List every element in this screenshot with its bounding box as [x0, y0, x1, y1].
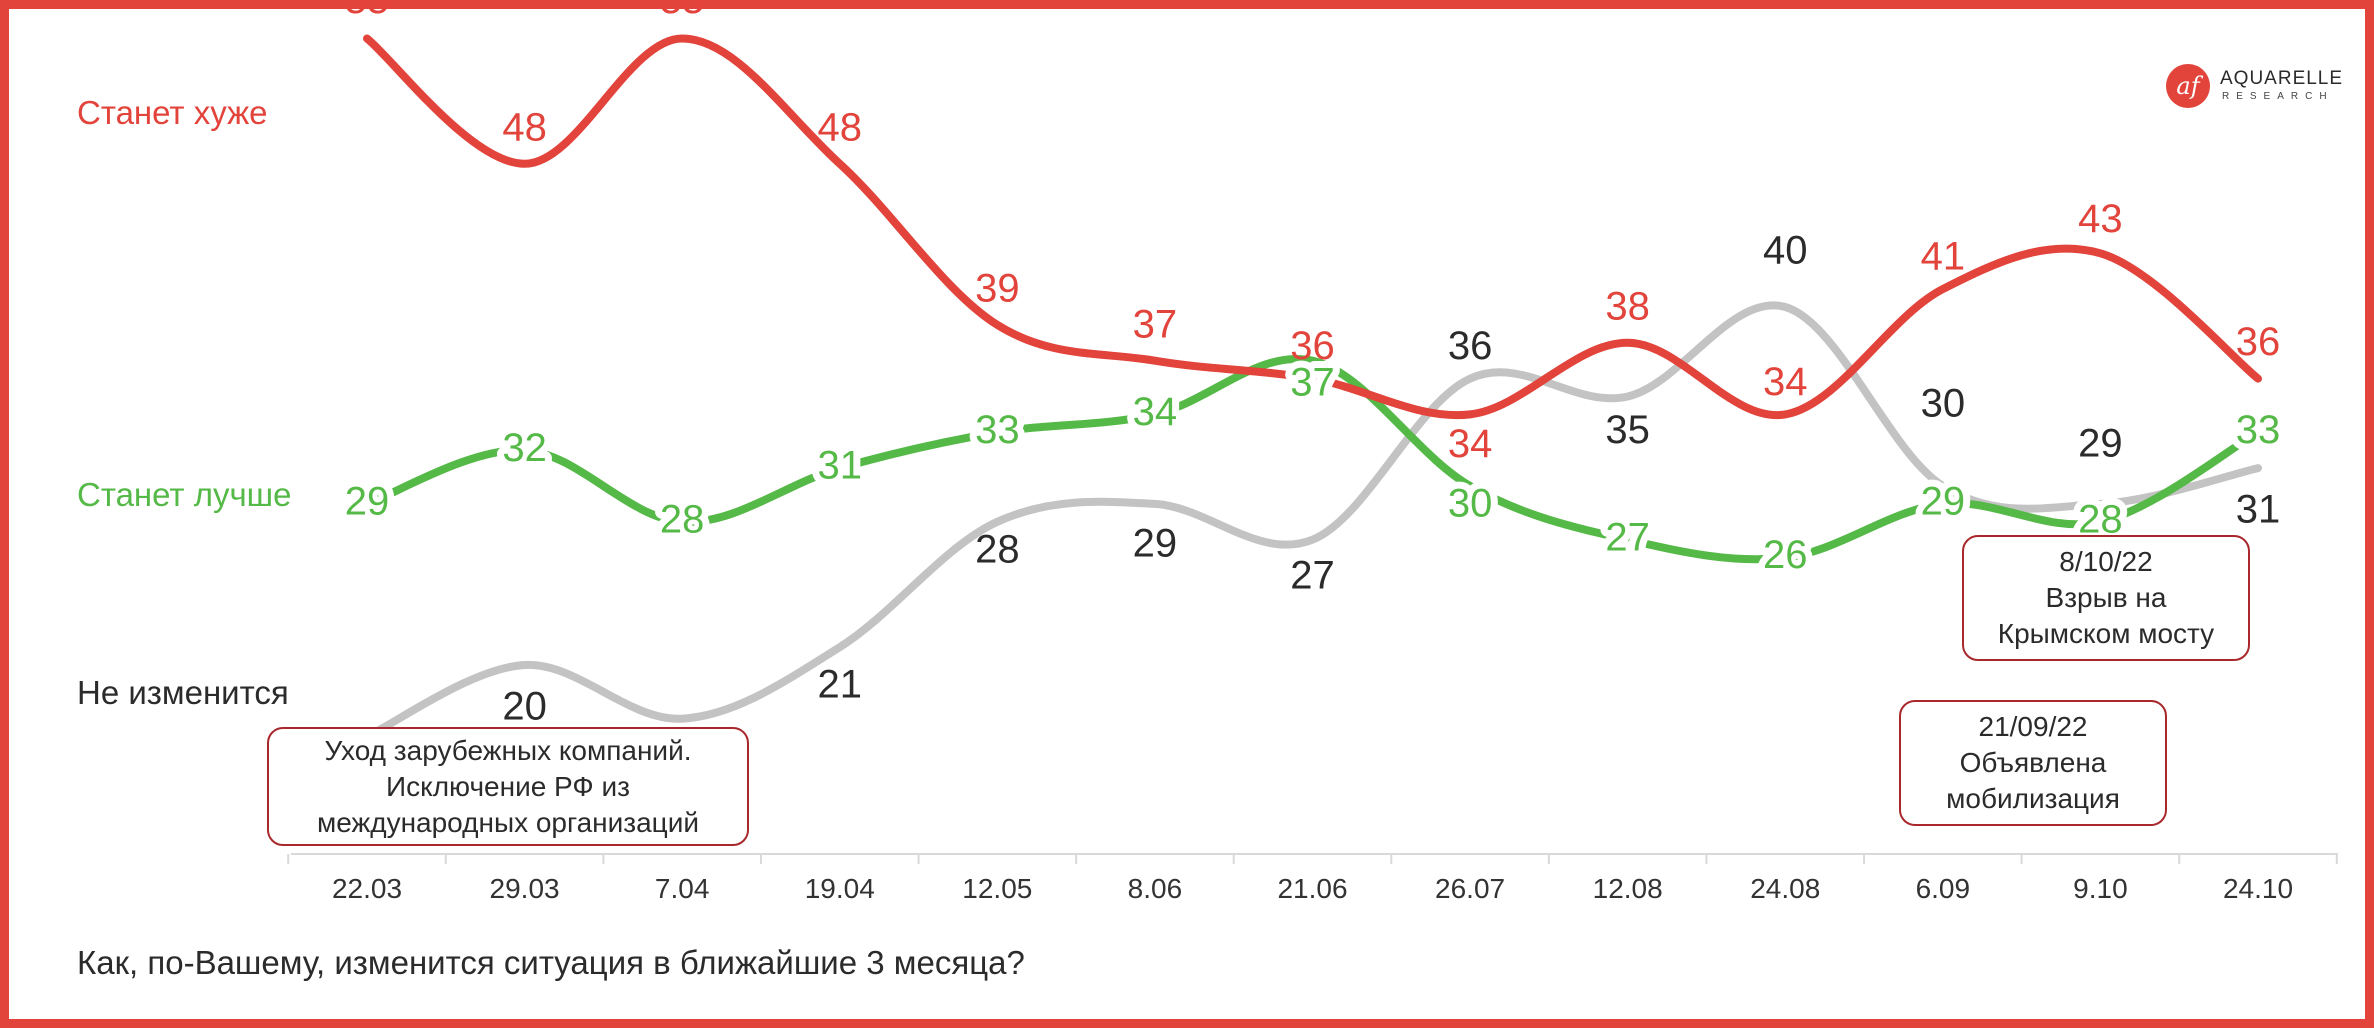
data-label: 55: [345, 0, 390, 22]
x-tick-label: 26.07: [1435, 873, 1505, 904]
data-label: 29: [2078, 421, 2123, 465]
data-label: 20: [502, 685, 547, 729]
data-label: 36: [1290, 324, 1335, 368]
x-tick-label: 6.09: [1916, 873, 1971, 904]
annotation-line: международных организаций: [317, 806, 699, 838]
data-label: 55: [660, 0, 705, 22]
data-label: 48: [502, 105, 547, 149]
x-tick-label: 12.05: [962, 873, 1032, 904]
data-label: 36: [2236, 320, 2281, 364]
data-label: 29: [1921, 479, 1966, 523]
annotation-line: Исключение РФ из: [386, 770, 630, 802]
data-label: 37: [1133, 302, 1178, 346]
data-label: 33: [2236, 408, 2281, 452]
x-tick-label: 12.08: [1593, 873, 1663, 904]
annotation-mobilization: 21/09/22 Объявлена мобилизация: [1899, 700, 2167, 826]
x-tick-label: 19.04: [805, 873, 875, 904]
data-label: 34: [1763, 360, 1808, 404]
x-tick-label: 22.03: [332, 873, 402, 904]
annotation-line: мобилизация: [1946, 783, 2120, 814]
annotation-line: Взрыв на: [2045, 582, 2167, 613]
data-label: 34: [1448, 422, 1493, 466]
x-tick-label: 9.10: [2073, 873, 2128, 904]
x-tick-label: 21.06: [1277, 873, 1347, 904]
data-label: 48: [818, 105, 863, 149]
series-label-unchanged: Не изменится: [77, 674, 289, 711]
annotation-sanctions: Уход зарубежных компаний. Исключение РФ …: [267, 727, 749, 846]
data-label: 27: [1290, 553, 1335, 597]
data-label: 41: [1921, 235, 1966, 279]
data-label: 26: [1763, 533, 1808, 577]
data-label: 34: [1133, 390, 1178, 434]
series-line-2: [363, 301, 2262, 741]
annotation-line: Крымском мосту: [1997, 618, 2215, 649]
annotation-line: Уход зарубежных компаний.: [324, 734, 692, 766]
data-label: 32: [502, 426, 547, 470]
x-tick-label: 7.04: [655, 873, 710, 904]
annotation-line: Объявлена: [1959, 747, 2107, 778]
x-tick-label: 24.08: [1750, 873, 1820, 904]
data-label: 30: [1921, 382, 1966, 426]
data-label: 43: [2078, 197, 2123, 241]
data-label: 28: [975, 527, 1020, 571]
annotation-crimean-bridge: 8/10/22 Взрыв на Крымском мосту: [1962, 535, 2250, 661]
survey-question: Как, по-Вашему, изменится ситуация в бли…: [77, 944, 1025, 981]
data-label: 38: [1605, 284, 1650, 328]
data-label: 29: [345, 479, 390, 523]
series-line-0: [363, 34, 2262, 420]
data-label: 37: [1290, 360, 1335, 404]
x-tick-label: 29.03: [490, 873, 560, 904]
data-label: 31: [818, 444, 863, 488]
data-label: 21: [818, 663, 863, 707]
series-label-worse: Станет хуже: [77, 94, 268, 131]
series-line-1: [363, 355, 2262, 564]
annotation-line: 8/10/22: [2059, 546, 2153, 577]
series-label-better: Станет лучше: [77, 476, 292, 513]
data-label: 35: [1605, 408, 1650, 452]
data-label: 29: [1133, 521, 1178, 565]
data-label: 30: [1448, 482, 1493, 526]
data-label: 40: [1763, 229, 1808, 273]
data-label: 27: [1605, 515, 1650, 559]
x-tick-label: 8.06: [1128, 873, 1183, 904]
logo-text-line1: AQUARELLE: [2220, 68, 2344, 89]
data-label: 36: [1448, 324, 1493, 368]
x-tick-label: 24.10: [2223, 873, 2293, 904]
annotation-line: 21/09/22: [1978, 711, 2088, 742]
data-label: 33: [975, 408, 1020, 452]
logo-mark-icon: af: [2166, 64, 2210, 108]
data-label: 31: [2236, 488, 2281, 532]
logo-text-line2: RESEARCH: [2222, 91, 2334, 102]
data-label: 28: [660, 497, 705, 541]
data-label: 39: [975, 266, 1020, 310]
